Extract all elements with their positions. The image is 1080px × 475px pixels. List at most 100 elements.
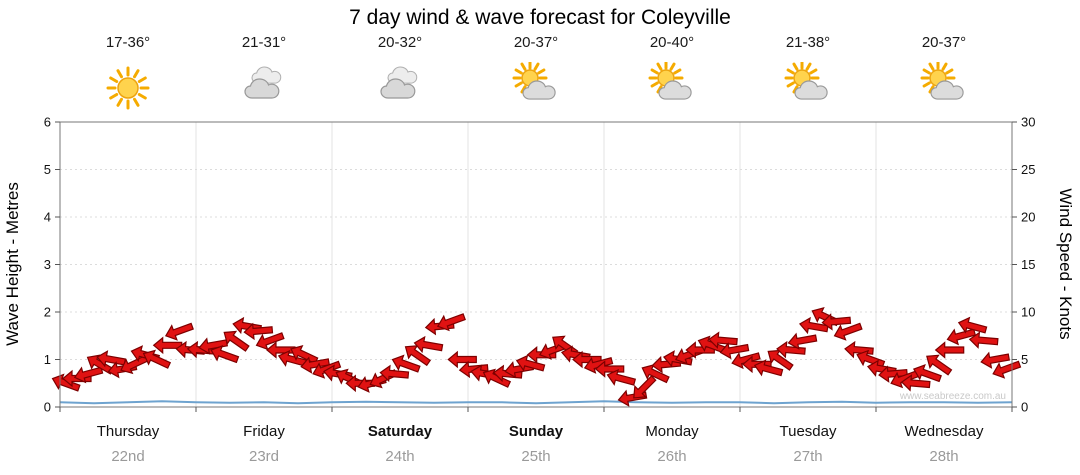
wind-arrow — [447, 350, 477, 369]
day-name: Wednesday — [905, 423, 984, 440]
wind-arrow — [572, 350, 602, 369]
wind-arrow — [776, 340, 806, 359]
wave-polyline — [59, 400, 1013, 405]
temperature-label: 21-38° — [785, 34, 831, 51]
day-date: 27th — [793, 448, 822, 465]
day-date: 28th — [929, 448, 958, 465]
weather-icon-partly-sunny — [918, 60, 970, 117]
day-date: 23rd — [249, 448, 279, 465]
wind-arrow — [878, 365, 908, 383]
temperature-label: 21-31° — [241, 34, 287, 51]
wind-arrow — [992, 360, 1022, 379]
wind-arrow — [821, 313, 852, 331]
wind-arrow — [767, 349, 794, 371]
wind-arrow — [142, 349, 172, 369]
day-date: 22nd — [111, 448, 144, 465]
wind-arrow — [798, 316, 829, 335]
wind-arrow — [210, 345, 240, 364]
wind-arrow — [255, 332, 285, 351]
day-name: Thursday — [97, 423, 160, 440]
wind-arrow — [606, 368, 637, 386]
chart-title: 7 day wind & wave forecast for Coleyvill… — [349, 6, 731, 29]
wind-arrow — [198, 337, 229, 355]
temperature-label: 17-36° — [105, 34, 151, 51]
wind-arrow — [719, 342, 750, 360]
weather-icon-partly-sunny — [782, 60, 834, 117]
left-axis-tick: 1 — [44, 352, 51, 367]
wave-height-line — [59, 400, 1013, 405]
left-axis-tick: 5 — [44, 162, 51, 177]
wind-arrow — [968, 331, 999, 349]
temperature-label: 20-37° — [513, 34, 559, 51]
weather-icons-row — [0, 60, 1080, 117]
wind-arrow — [277, 349, 308, 367]
wind-arrow — [482, 368, 512, 388]
x-axis-labels: Thursday 22nd Friday 23rd Saturday 24th Sunday… — [97, 423, 984, 465]
right-axis-label: Wind Speed - Knots — [1056, 188, 1075, 339]
right-axis-tick: 0 — [1021, 400, 1028, 415]
wind-arrow — [379, 364, 410, 383]
temperature-label: 20-37° — [921, 34, 967, 51]
wind-arrow — [934, 341, 965, 359]
right-axis-tick: 15 — [1021, 257, 1035, 272]
wind-arrow — [912, 364, 942, 383]
wind-arrow — [223, 330, 250, 352]
wind-arrow — [86, 354, 115, 375]
wind-arrow — [787, 332, 818, 350]
weather-icon-partly-sunny — [510, 60, 562, 117]
wind-arrow — [413, 335, 444, 354]
left-axis-tick: 3 — [44, 257, 51, 272]
temperature-label: 20-32° — [377, 34, 423, 51]
day-name: Monday — [645, 423, 699, 440]
wind-arrow — [436, 313, 466, 332]
right-axis-tick: 25 — [1021, 162, 1035, 177]
right-axis-tick: 30 — [1021, 115, 1035, 130]
wind-arrow — [833, 322, 863, 341]
wind-arrow — [583, 356, 614, 374]
wind-arrow — [290, 344, 319, 365]
wind-arrow — [731, 352, 761, 370]
left-axis-tick: 0 — [44, 400, 51, 415]
right-axis-tick: 5 — [1021, 352, 1028, 367]
day-name: Sunday — [509, 423, 564, 440]
wind-arrow — [152, 336, 183, 355]
wind-arrow — [404, 345, 432, 367]
wind-arrow — [369, 369, 398, 389]
right-axis-tick: 10 — [1021, 305, 1035, 320]
watermark: www.seabreeze.com.au — [899, 391, 1006, 402]
wind-arrow — [926, 354, 953, 376]
temperature-label: 20-40° — [649, 34, 695, 51]
wind-arrow — [957, 316, 988, 334]
wind-arrow — [633, 375, 657, 399]
wind-arrow — [946, 328, 977, 346]
wind-arrow — [391, 354, 421, 373]
wind-arrow — [708, 331, 738, 349]
weather-icon-partly-sunny — [646, 60, 698, 117]
day-date: 24th — [385, 448, 414, 465]
left-axis-tick: 4 — [44, 210, 51, 225]
left-axis-label: Wave Height - Metres — [3, 182, 22, 346]
day-name: Saturday — [368, 423, 433, 440]
axis-ticks: 0 1 2 3 4 5 6 0 5 10 15 20 25 30 — [44, 115, 1036, 415]
day-name: Tuesday — [780, 423, 837, 440]
day-name: Friday — [243, 423, 285, 440]
wind-arrow — [266, 341, 296, 359]
wind-arrow — [96, 350, 127, 368]
wind-arrow — [300, 356, 331, 374]
wind-arrow — [980, 351, 1011, 369]
left-axis-tick: 2 — [44, 305, 51, 320]
weather-icon-cloudy — [374, 62, 426, 117]
wind-arrow — [753, 359, 784, 377]
day-date: 26th — [657, 448, 686, 465]
wind-arrow — [164, 322, 194, 341]
wind-arrows — [51, 306, 1022, 407]
wind-arrow — [594, 360, 625, 378]
temperature-row: 17-36° 21-31° 20-32° 20-37° 20-40° 21-38° 20-3… — [0, 34, 1080, 56]
wind-arrow — [697, 335, 727, 354]
left-axis-tick: 6 — [44, 115, 51, 130]
weather-icon-cloudy — [238, 62, 290, 117]
wind-arrow — [515, 354, 546, 372]
right-axis-tick: 20 — [1021, 210, 1035, 225]
